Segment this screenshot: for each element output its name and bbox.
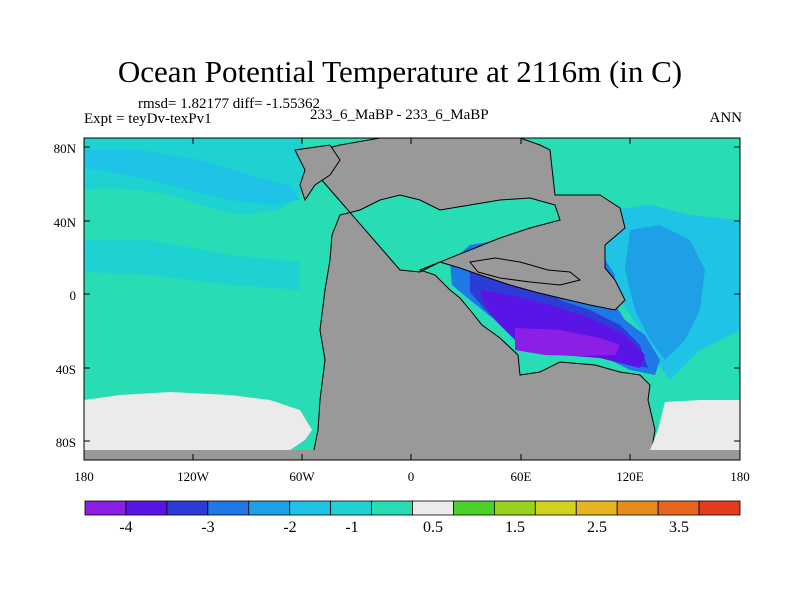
lat-label-40n: 40N [53,215,76,230]
colorbar-label: 0.5 [423,519,443,536]
inner-sea-island [469,257,582,286]
map-frame [83,137,741,461]
lat-label-0: 0 [69,288,77,303]
colorbar-box [207,500,250,516]
colorbar-label: 1.5 [505,519,525,536]
map-title: Ocean Potential Temperature at 2116m (in… [117,54,683,89]
lat-label-80n: 80N [53,141,76,156]
lat-label-80s: 80S [55,435,76,450]
comparison-label: 233_6_MaBP - 233_6_MaBP [310,107,489,123]
colorbar-label: 3.5 [669,519,689,536]
lat-label-40s: 40S [55,362,76,377]
lon-label-60e: 60E [510,469,532,484]
colorbar-box [371,500,413,516]
main-continent [299,138,656,460]
colorbar-label: -1 [345,519,359,536]
colorbar-box [616,500,659,516]
colorbar-box [84,500,127,516]
east-ocean-cooler-core [625,225,705,360]
colorbar-box [534,500,577,516]
colorbar-box [412,500,454,516]
north-pacific-cool-core [84,150,300,205]
colorbar-box [698,500,741,516]
colorbar-label: -3 [201,519,215,536]
colorbar-box [657,500,700,516]
cold-anomaly-peak [515,328,620,356]
lon-label-60w: 60W [289,469,315,484]
lon-label-120w: 120W [177,469,209,484]
season-label: ANN [709,110,743,126]
lon-label-180w: 180 [74,469,94,484]
experiment-label: Expt = teyDv-texPv1 [84,111,212,127]
colorbar-box [166,500,209,516]
axis-ticks [84,138,740,460]
colorbar-box [575,500,618,516]
colorbar-label: -2 [283,519,297,536]
map-plot-area [84,138,740,460]
colorbar-label: 2.5 [587,519,607,536]
lon-label-0: 0 [407,469,415,484]
rmsd-text: rmsd= 1.82177 diff= -1.55362 [138,96,321,112]
colorbar-box [125,500,168,516]
lon-label-180e: 180 [730,469,750,484]
colorbar-label: -4 [119,519,133,536]
continent-north-extension [294,144,341,202]
colorbar [84,500,741,516]
colorbar-box [330,500,372,516]
southern-ice-east [650,400,740,450]
southern-land-strip [84,450,740,460]
southern-ice-west [84,392,312,450]
tropical-pacific-band [84,240,300,290]
colorbar-box [453,500,495,516]
colorbar-box [493,500,536,516]
lon-label-120e: 120E [616,469,644,484]
colorbar-box [248,500,291,516]
colorbar-box [289,500,332,516]
